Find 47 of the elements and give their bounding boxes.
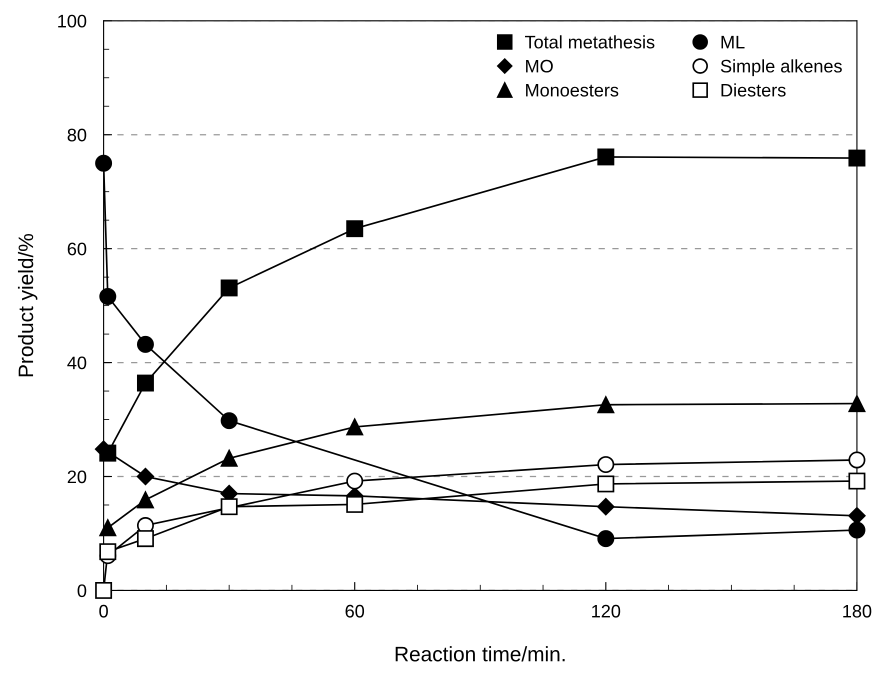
point <box>848 452 866 468</box>
y-tick-label: 40 <box>67 356 86 370</box>
point <box>597 498 615 516</box>
legend-label: Total metathesis <box>525 35 654 48</box>
point <box>597 148 614 166</box>
point <box>136 491 154 508</box>
y-axis-title: Product yield/% <box>18 234 38 376</box>
point <box>136 468 154 486</box>
point <box>99 288 116 305</box>
point <box>95 582 112 599</box>
legend-label: Diesters <box>722 83 786 97</box>
point <box>848 150 866 167</box>
point <box>99 519 116 536</box>
point <box>220 450 238 467</box>
y-tick-label: 100 <box>58 14 86 28</box>
point <box>136 374 154 392</box>
legend-label: ML <box>722 36 745 48</box>
x-tick-label: 120 <box>592 604 620 618</box>
x-axis-title: Reaction time/min. <box>396 646 565 662</box>
point <box>220 412 238 430</box>
point <box>136 530 154 548</box>
point <box>597 396 614 414</box>
point <box>346 220 364 238</box>
y-tick-label: 80 <box>68 128 86 142</box>
point <box>848 522 866 539</box>
legend-label: Monoesters <box>526 84 618 97</box>
point <box>346 418 364 436</box>
legend-label: Simple alkenes <box>720 59 842 76</box>
point <box>597 475 614 492</box>
point <box>346 496 364 513</box>
x-tick-label: 0 <box>99 604 108 618</box>
point <box>848 472 866 490</box>
y-tick-label: 60 <box>68 242 86 256</box>
point <box>99 543 116 560</box>
point <box>597 530 614 548</box>
point <box>848 395 866 412</box>
point <box>220 498 238 516</box>
point <box>95 154 112 172</box>
x-tick-label: 60 <box>346 604 364 618</box>
y-tick-label: 20 <box>68 470 86 484</box>
point <box>220 279 238 296</box>
point <box>346 472 364 490</box>
point <box>136 336 154 353</box>
x-tick-label: 180 <box>843 604 872 618</box>
point <box>597 456 614 474</box>
y-tick-label: 0 <box>78 584 86 598</box>
legend-label: MO <box>526 60 553 73</box>
